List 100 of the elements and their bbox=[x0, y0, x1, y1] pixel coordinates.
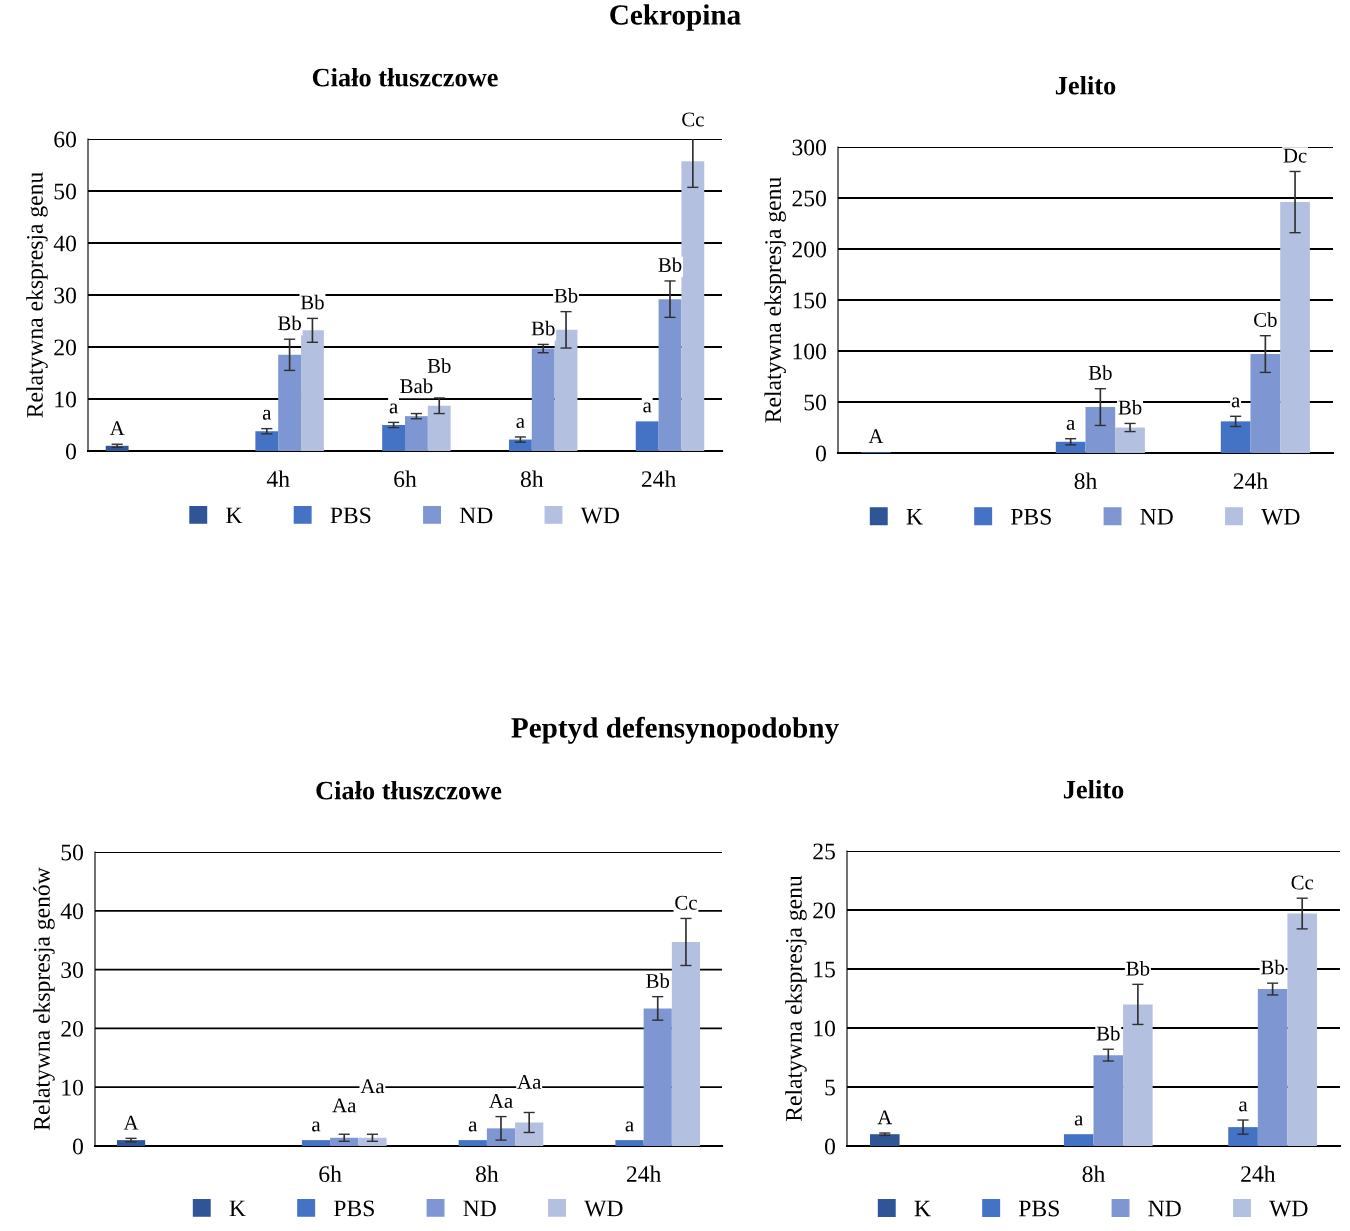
legend-label: ND bbox=[1140, 508, 1173, 525]
legend-label: K bbox=[229, 1200, 246, 1217]
data-label: Cc bbox=[1291, 875, 1314, 890]
bar bbox=[301, 330, 324, 451]
data-label: Bab bbox=[400, 378, 433, 394]
y-tick-label: 0 bbox=[65, 443, 76, 460]
y-tick-label: 40 bbox=[53, 235, 76, 252]
x-tick-label: 4h bbox=[266, 470, 290, 487]
legend-label: WD bbox=[584, 1200, 623, 1217]
bar bbox=[515, 1122, 544, 1146]
chart-title: Ciało tłuszczowe bbox=[316, 780, 502, 800]
y-tick-label: 10 bbox=[814, 1020, 835, 1037]
bar bbox=[330, 1137, 359, 1146]
bar bbox=[658, 299, 682, 451]
y-tick-label: 20 bbox=[54, 339, 76, 356]
legend-label: K bbox=[914, 1200, 931, 1217]
data-label: Bb bbox=[1096, 1025, 1120, 1041]
y-tick-label: 100 bbox=[793, 343, 826, 360]
bar bbox=[1280, 202, 1310, 453]
bar bbox=[1250, 354, 1281, 453]
data-label: a bbox=[1231, 397, 1240, 408]
bar bbox=[531, 348, 555, 451]
y-tick-label: 200 bbox=[792, 241, 826, 258]
legend-label: WD bbox=[580, 507, 620, 524]
bar bbox=[1257, 989, 1288, 1146]
bar bbox=[1228, 1127, 1258, 1146]
y-tick-label: 300 bbox=[792, 139, 826, 156]
legend-label: WD bbox=[1261, 508, 1300, 525]
data-label: Aa bbox=[517, 1074, 542, 1089]
x-tick-label: 6h bbox=[319, 1165, 342, 1183]
x-tick-label: 24h bbox=[641, 470, 676, 487]
bar bbox=[1123, 1004, 1153, 1146]
y-tick-label: 15 bbox=[814, 961, 835, 978]
data-label: Aa bbox=[332, 1098, 357, 1113]
bar bbox=[870, 1134, 900, 1146]
data-label: A bbox=[868, 429, 884, 443]
x-tick-label: 24h bbox=[626, 1165, 662, 1182]
bar bbox=[255, 431, 279, 451]
legend-label: ND bbox=[459, 507, 493, 524]
legend-label: WD bbox=[1269, 1200, 1308, 1217]
y-tick-label: 10 bbox=[62, 1079, 83, 1096]
data-label: Aa bbox=[360, 1079, 385, 1094]
y-tick-label: 150 bbox=[793, 292, 826, 309]
bar bbox=[643, 1008, 672, 1146]
data-label: Bb bbox=[1088, 365, 1112, 380]
data-label: a bbox=[468, 1121, 478, 1132]
data-label: A bbox=[109, 421, 125, 436]
y-tick-label: 50 bbox=[54, 183, 76, 200]
y-tick-label: 20 bbox=[61, 1020, 83, 1037]
y-tick-label: 20 bbox=[813, 902, 835, 919]
data-label: Cc bbox=[675, 895, 697, 910]
x-tick-label: 8h bbox=[520, 470, 544, 488]
bar bbox=[615, 1140, 644, 1146]
y-axis-title: Relatywna ekspresja genu bbox=[26, 172, 48, 418]
bar bbox=[1063, 1134, 1094, 1146]
text: Cekropina bbox=[610, 4, 741, 31]
y-tick-label: 50 bbox=[804, 394, 826, 411]
legend-label: PBS bbox=[334, 1200, 374, 1217]
x-tick-label: 24h bbox=[1241, 1165, 1276, 1182]
y-tick-label: 25 bbox=[813, 843, 835, 860]
bar bbox=[1085, 407, 1116, 453]
y-tick-label: 5 bbox=[825, 1079, 835, 1096]
text: Peptyd defensynopodobny bbox=[511, 716, 839, 744]
bar bbox=[1115, 427, 1145, 453]
bar bbox=[382, 425, 405, 451]
bar bbox=[635, 421, 659, 451]
chart-title: Jelito bbox=[1063, 779, 1124, 799]
x-tick-label: 6h bbox=[394, 470, 417, 488]
bar bbox=[681, 161, 705, 451]
legend-label: PBS bbox=[1019, 1200, 1059, 1217]
bar bbox=[671, 941, 701, 1146]
bar bbox=[508, 439, 532, 451]
chart-title: Ciało tłuszczowe bbox=[312, 67, 498, 87]
data-label: Bb bbox=[278, 315, 301, 331]
data-label: a bbox=[262, 409, 272, 420]
bar bbox=[1287, 913, 1317, 1146]
data-label: Bb bbox=[1261, 959, 1284, 975]
bar bbox=[1220, 421, 1251, 453]
y-tick-label: 0 bbox=[72, 1138, 83, 1155]
bar bbox=[458, 1140, 487, 1146]
data-label: a bbox=[643, 402, 652, 413]
data-label: a bbox=[1239, 1101, 1248, 1112]
y-axis-title: Relatywna ekspresja genu bbox=[785, 875, 807, 1122]
data-label: Cb bbox=[1254, 312, 1277, 327]
bar bbox=[358, 1137, 387, 1146]
legend-label: ND bbox=[463, 1200, 496, 1217]
legend-label: K bbox=[906, 508, 923, 525]
y-tick-label: 0 bbox=[815, 445, 826, 462]
data-label: a bbox=[625, 1121, 634, 1132]
bar bbox=[1093, 1055, 1124, 1146]
y-tick-label: 0 bbox=[824, 1138, 835, 1155]
data-label: Aa bbox=[489, 1094, 513, 1108]
legend-label: PBS bbox=[330, 507, 371, 524]
x-tick-label: 8h bbox=[475, 1165, 499, 1183]
y-tick-label: 50 bbox=[61, 844, 83, 861]
legend-label: K bbox=[226, 507, 243, 524]
legend-label: PBS bbox=[1011, 508, 1051, 525]
data-label: a bbox=[312, 1121, 321, 1132]
y-tick-label: 40 bbox=[60, 903, 83, 920]
data-label: Dc bbox=[1283, 148, 1307, 163]
